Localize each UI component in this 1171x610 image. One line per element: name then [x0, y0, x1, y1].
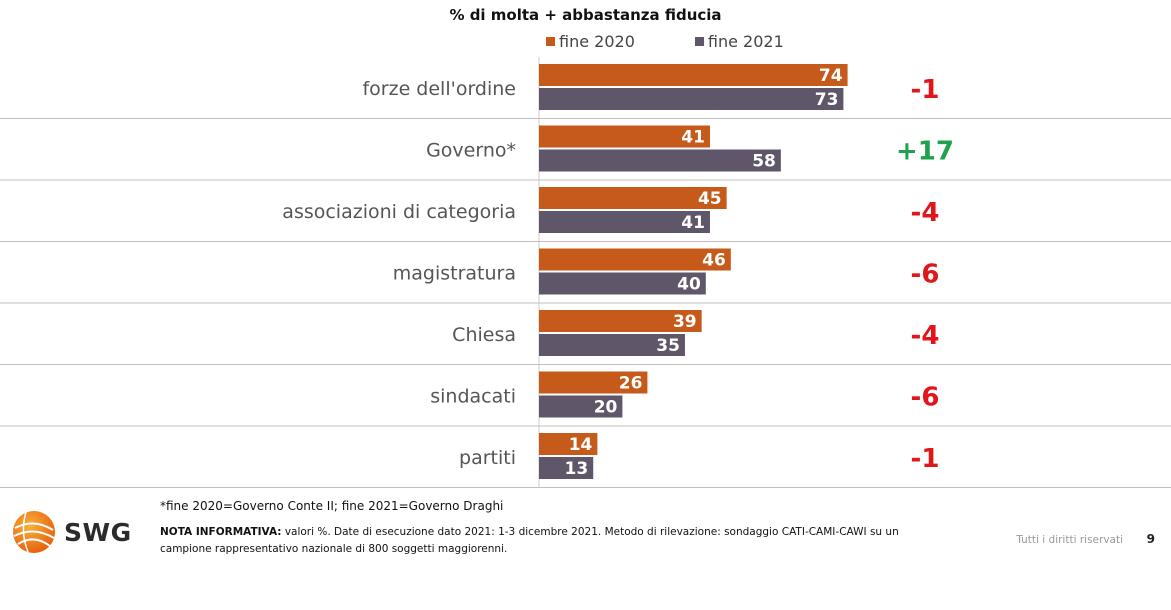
legend-swatch-2020 — [546, 37, 555, 46]
globe-logo-icon — [13, 511, 55, 553]
category-label: sindacati — [430, 385, 516, 407]
bar-value-label: 13 — [565, 459, 589, 479]
bar-value-label: 58 — [752, 152, 776, 172]
footnote: *fine 2020=Governo Conte II; fine 2021=G… — [160, 499, 504, 513]
bar-2020 — [539, 125, 710, 148]
legend: fine 2020 fine 2021 — [546, 32, 784, 51]
nota-label: NOTA INFORMATIVA: — [160, 526, 282, 538]
difference-label: -4 — [911, 198, 940, 228]
bar-value-label: 40 — [677, 275, 701, 295]
bar-value-label: 20 — [594, 398, 618, 418]
bar-value-label: 46 — [702, 251, 726, 271]
bar-2021 — [539, 211, 710, 233]
legend-swatch-2021 — [694, 37, 704, 46]
logo-text: SWG — [64, 517, 132, 547]
rights-notice: Tutti i diritti riservati — [1016, 534, 1123, 546]
bar-value-label: 35 — [656, 336, 680, 356]
bar-2020 — [539, 310, 702, 332]
bar-value-label: 39 — [673, 312, 697, 332]
bar-2021 — [539, 272, 706, 295]
difference-label: -1 — [911, 75, 940, 105]
bar-value-label: 14 — [569, 435, 593, 455]
bar-value-label: 73 — [815, 90, 839, 110]
bar-value-label: 74 — [819, 66, 843, 86]
bar-2020 — [539, 187, 727, 209]
bar-2021 — [539, 88, 844, 110]
category-label: associazioni di categoria — [282, 201, 516, 223]
legend-label-2020: fine 2020 — [559, 32, 635, 51]
legend-item-2021: fine 2021 — [694, 32, 784, 51]
bar-value-label: 41 — [681, 128, 705, 148]
swg-logo: SWG — [10, 508, 132, 556]
bar-2020 — [539, 248, 731, 271]
page-number: 9 — [1146, 532, 1155, 546]
category-label: Chiesa — [452, 324, 516, 346]
bar-2021 — [539, 149, 781, 172]
category-label: partiti — [459, 447, 516, 469]
legend-item-2020: fine 2020 — [546, 32, 635, 51]
difference-label: -1 — [911, 444, 940, 474]
legend-label-2021: fine 2021 — [707, 32, 784, 51]
bar-2021 — [539, 457, 594, 479]
category-label: forze dell'ordine — [362, 78, 516, 100]
bar-2021 — [539, 395, 623, 418]
bar-value-label: 26 — [619, 374, 643, 394]
difference-label: -4 — [911, 321, 940, 351]
nota-text: valori %. Date di esecuzione dato 2021: … — [160, 526, 899, 555]
difference-label: -6 — [911, 382, 940, 412]
category-label: Governo* — [426, 139, 516, 161]
bar-chart: forze dell'ordine 74 73 -1 Governo* 41 58 +17 as… — [0, 57, 1171, 488]
bar-2020 — [539, 64, 848, 86]
bar-2020 — [539, 371, 648, 394]
category-label: magistratura — [393, 262, 516, 284]
difference-label: -6 — [911, 259, 940, 289]
bar-2020 — [539, 433, 598, 455]
nota-informativa: NOTA INFORMATIVA: valori %. Date di esec… — [160, 524, 950, 558]
bar-value-label: 45 — [698, 189, 722, 209]
difference-label: +17 — [896, 136, 954, 166]
bar-2021 — [539, 334, 685, 356]
bar-value-label: 41 — [681, 213, 705, 233]
chart-title: % di molta + abbastanza fiducia — [449, 6, 722, 24]
